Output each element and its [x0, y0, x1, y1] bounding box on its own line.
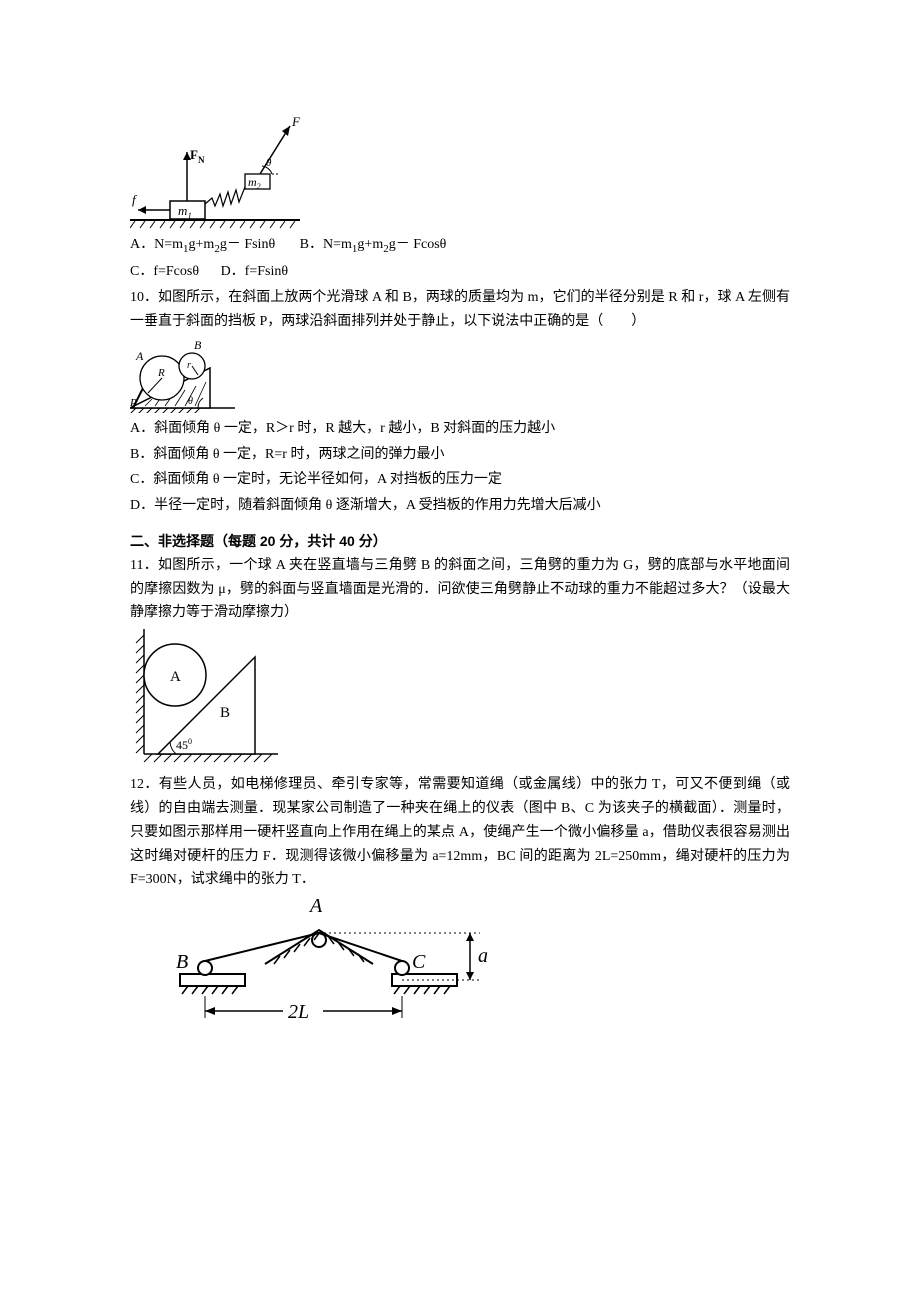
svg-text:2L: 2L: [288, 1001, 309, 1023]
q11-diagram: 450 B A: [130, 629, 790, 769]
q12-diagram: A B C a: [170, 896, 790, 1031]
q12-stem: 12．有些人员，如电梯修理员、牵引专家等，常需要知道绳（或金属线）中的张力 T，…: [130, 773, 790, 892]
q10-diagram: P R A r B θ: [130, 338, 790, 413]
svg-text:f: f: [132, 192, 138, 207]
q10-optA: A．斜面倾角 θ 一定，R＞r 时，R 越大，r 越小，B 对斜面的压力越小: [130, 417, 790, 441]
q9-options-line2: C．f=Fcosθ D．f=Fsinθ: [130, 260, 790, 284]
q10-optC: C．斜面倾角 θ 一定时，无论半径如何，A 对挡板的压力一定: [130, 468, 790, 492]
svg-text:C: C: [412, 951, 426, 973]
q11-stem: 11．如图所示，一个球 A 夹在竖直墙与三角劈 B 的斜面之间，三角劈的重力为 …: [130, 554, 790, 625]
q9-optC: C．f=Fcosθ: [130, 264, 199, 279]
svg-text:B: B: [194, 338, 202, 352]
q9-optA: A．N=m1g+m2g－ Fsinθ: [130, 237, 275, 252]
svg-text:FN: FN: [190, 147, 205, 165]
q10-optB: B．斜面倾角 θ 一定，R=r 时，两球之间的弹力最小: [130, 443, 790, 467]
section2-title: 二、非选择题（每题 20 分，共计 40 分）: [130, 530, 790, 554]
q9-optB: B．N=m1g+m2g－ Fcosθ: [300, 237, 447, 252]
svg-text:F: F: [291, 114, 300, 129]
q10-stem: 10．如图所示，在斜面上放两个光滑球 A 和 B，两球的质量均为 m，它们的半径…: [130, 286, 790, 334]
svg-text:A: A: [135, 349, 144, 363]
svg-text:P: P: [130, 397, 137, 409]
svg-text:A: A: [170, 669, 181, 685]
q9-optD: D．f=Fsinθ: [221, 264, 289, 279]
svg-text:B: B: [176, 951, 188, 973]
svg-text:θ: θ: [188, 396, 193, 407]
q9-diagram: m1 f FN m2 F θ: [130, 114, 790, 229]
svg-text:A: A: [308, 896, 323, 917]
svg-text:a: a: [478, 945, 488, 967]
q9-options-line1: A．N=m1g+m2g－ Fsinθ B．N=m1g+m2g－ Fcosθ: [130, 233, 790, 258]
svg-text:B: B: [220, 705, 230, 721]
svg-text:θ: θ: [266, 157, 272, 169]
svg-text:r: r: [187, 360, 191, 371]
q10-optD: D．半径一定时，随着斜面倾角 θ 逐渐增大，A 受挡板的作用力先增大后减小: [130, 494, 790, 518]
svg-text:R: R: [157, 367, 165, 379]
